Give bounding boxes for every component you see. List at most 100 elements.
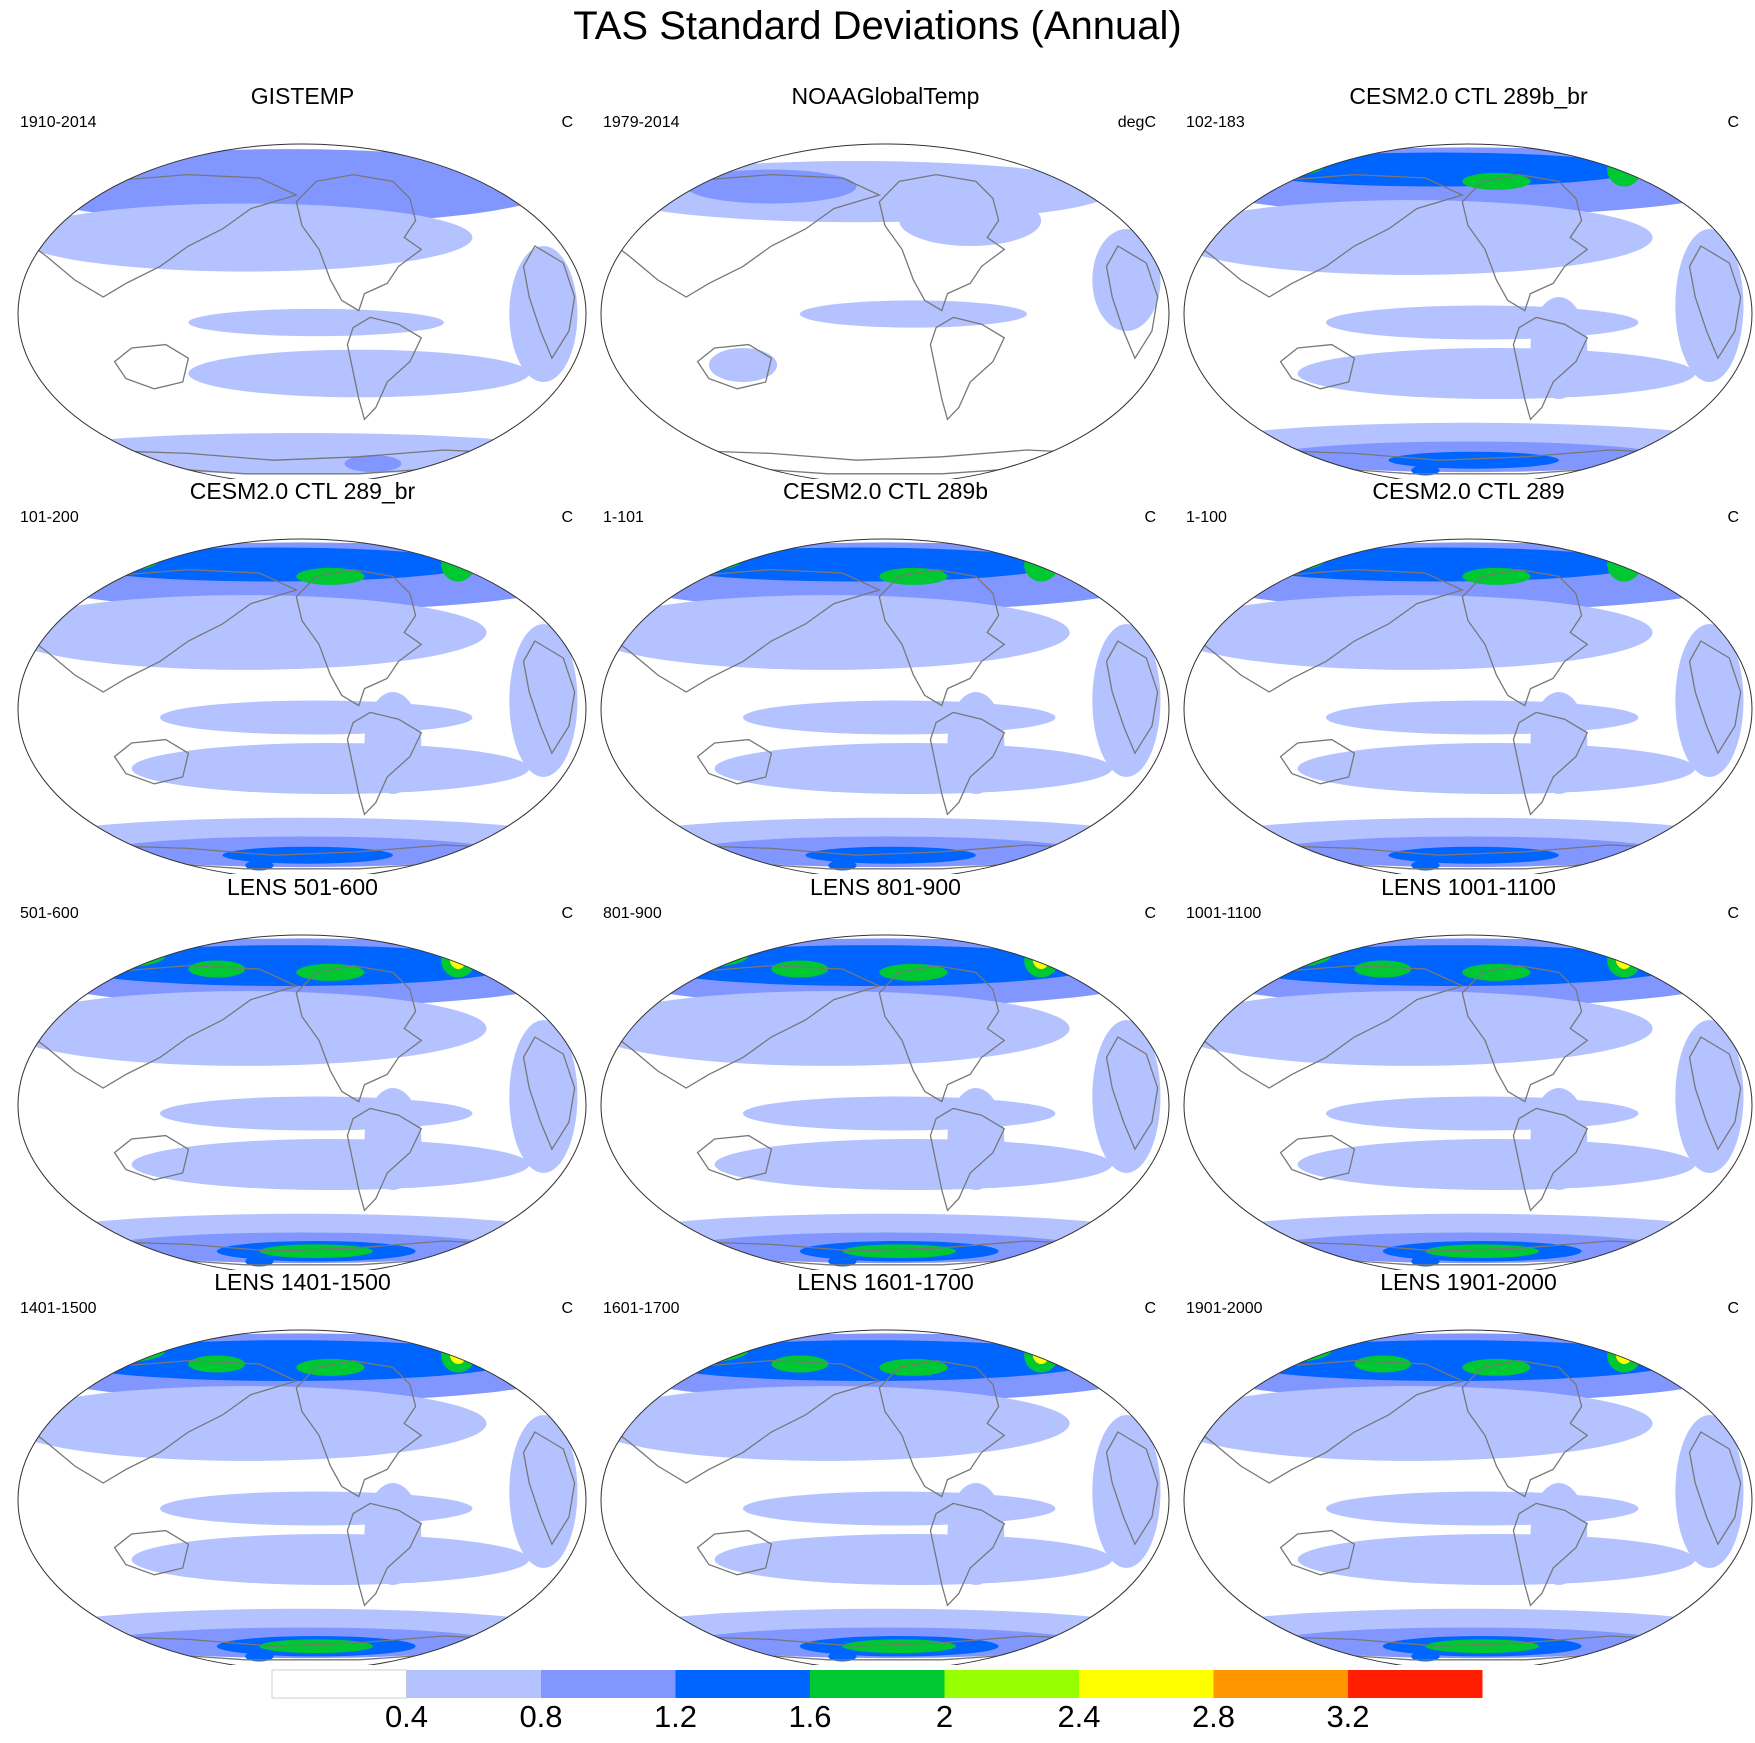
colorbar-cell (1213, 1670, 1348, 1698)
panel-units-label: C (561, 905, 573, 922)
shaded-region (18, 991, 487, 1066)
colorbar-cell (675, 1670, 810, 1698)
coastline-asia (22, 1359, 299, 1484)
map-panel: LENS 1601-1700 1601-1700 C (593, 1269, 1178, 1665)
coastline-southAmerica (1512, 711, 1589, 816)
panel-period-label: 1001-1100 (1186, 905, 1262, 922)
shaded-region (1354, 960, 1412, 978)
coastline-africaEdge (522, 1431, 576, 1546)
shaded-region (1530, 1483, 1588, 1585)
coastline-australia (696, 738, 773, 785)
shaded-region (601, 991, 1070, 1066)
shaded-region (1530, 297, 1588, 399)
coastline-australia (696, 1529, 773, 1576)
shaded-region (1411, 1651, 1440, 1662)
shaded-region (601, 1386, 1070, 1461)
shaded-region (188, 349, 530, 398)
colorbar-tick-label: 1.2 (653, 1699, 698, 1734)
shaded-region (60, 945, 516, 986)
shaded-region (771, 1355, 829, 1373)
map-border (600, 143, 1170, 479)
shaded-region (18, 1386, 487, 1461)
panel-units-label: C (561, 1300, 573, 1317)
map-panel: CESM2.0 CTL 289b 1-101 C (593, 478, 1178, 874)
shaded-region (364, 1088, 422, 1190)
coastline-southAmerica (346, 1107, 423, 1212)
shaded-region (714, 1534, 1113, 1585)
shaded-region (364, 692, 422, 794)
robinson-map (600, 1329, 1170, 1665)
coastline-northAmerica (295, 568, 423, 707)
coastline-northAmerica (295, 173, 423, 312)
coastline-australia (1279, 1134, 1356, 1181)
shaded-region (1297, 348, 1696, 399)
map-panel: LENS 1901-2000 1901-2000 C (1176, 1269, 1755, 1665)
coastline-northAmerica (1461, 568, 1589, 707)
coastline-africaEdge (1688, 245, 1742, 360)
panel-period-label: 1601-1700 (603, 1300, 680, 1317)
robinson-map (600, 143, 1170, 479)
coastline-africaEdge (1688, 1036, 1742, 1151)
coastline-australia (113, 1529, 190, 1576)
panel-title: LENS 1901-2000 (1380, 1269, 1557, 1295)
coastline-australia (1279, 1529, 1356, 1576)
coastline-australia (113, 343, 190, 390)
coastline-australia (696, 343, 773, 390)
map-border (600, 538, 1170, 874)
panel-units-label: C (561, 509, 573, 526)
colorbar-cell (1348, 1670, 1483, 1698)
shaded-region (344, 455, 402, 473)
shaded-region (879, 1358, 948, 1376)
robinson-map (600, 934, 1170, 1270)
shaded-region (714, 743, 1113, 794)
colorbar-cell (810, 1670, 945, 1698)
map-panel: CESM2.0 CTL 289b_br 102-183 C (1176, 83, 1755, 479)
colorbar-cell (406, 1670, 541, 1698)
shaded-region (18, 595, 487, 670)
shaded-region (1297, 1139, 1696, 1190)
shaded-region (947, 692, 1005, 794)
shaded-region (18, 203, 473, 272)
robinson-map (1183, 934, 1753, 1270)
map-panel: CESM2.0 CTL 289_br 101-200 C (10, 478, 595, 874)
coastline-asia (1188, 964, 1465, 1089)
coastline-australia (113, 738, 190, 785)
panel-units-label: degC (1117, 114, 1156, 131)
map-border (17, 143, 587, 479)
coastline-africaEdge (1105, 1036, 1159, 1151)
map-border (600, 934, 1170, 1270)
coastline-africaEdge (522, 245, 576, 360)
coastline-northAmerica (878, 568, 1006, 707)
coastline-asia (1188, 1359, 1465, 1484)
shaded-region (1297, 1534, 1696, 1585)
shaded-region (714, 1139, 1113, 1190)
colorbar-tick-label: 1.6 (788, 1699, 832, 1734)
panel-title: NOAAGlobalTemp (791, 83, 980, 109)
coastline-africaEdge (1105, 640, 1159, 755)
panel-period-label: 101-200 (20, 509, 79, 526)
coastline-australia (1279, 738, 1356, 785)
shaded-region (1092, 229, 1161, 331)
colorbar-tick-label: 2.4 (1057, 1699, 1101, 1734)
panel-title: CESM2.0 CTL 289 (1372, 478, 1565, 504)
coastline-asia (605, 568, 882, 693)
panel-title: LENS 1601-1700 (797, 1269, 974, 1295)
shaded-region (1184, 991, 1653, 1066)
coastline-northAmerica (1461, 964, 1589, 1103)
map-border (1183, 538, 1753, 874)
panel-title: CESM2.0 CTL 289_br (189, 478, 416, 504)
map-border (1183, 934, 1753, 1270)
panel-title: LENS 1001-1100 (1381, 874, 1556, 900)
coastline-australia (1279, 343, 1356, 390)
coastline-southAmerica (1512, 316, 1589, 421)
coastline-southAmerica (929, 1107, 1006, 1212)
shaded-region (947, 1088, 1005, 1190)
robinson-map (17, 538, 587, 874)
coastline-africaEdge (1105, 245, 1159, 360)
shaded-region (296, 1358, 365, 1376)
panel-period-label: 1979-2014 (603, 114, 680, 131)
shaded-region (1462, 172, 1531, 190)
panel-units-label: C (1727, 905, 1739, 922)
panel-units-label: C (1144, 905, 1156, 922)
